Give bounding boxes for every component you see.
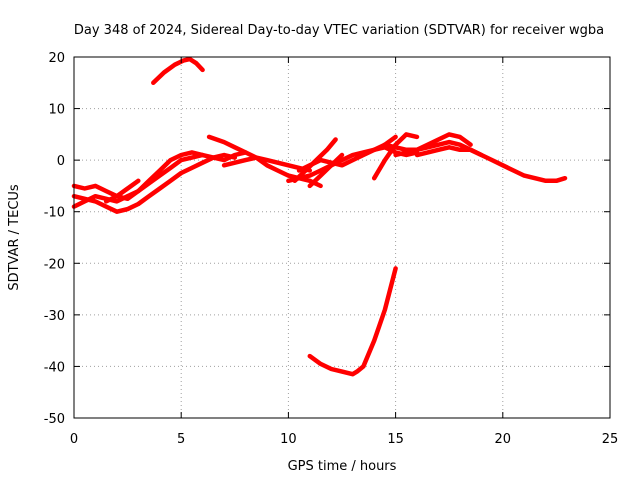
series-line-arc-5	[151, 56, 205, 86]
y-tick-label: 20	[48, 51, 65, 66]
series-line-arc-4	[103, 178, 141, 204]
plot-frame	[73, 56, 611, 419]
x-tick-label: 10	[280, 432, 297, 447]
series-line-arc-16	[414, 145, 484, 158]
x-tick-label: 0	[70, 432, 78, 447]
x-tick-label: 20	[495, 432, 512, 447]
series-line-arc-15	[393, 132, 473, 158]
series-line-arc-2	[71, 150, 205, 202]
series-line-arc-12	[307, 266, 398, 377]
y-tick-label: 0	[57, 154, 65, 169]
grid	[74, 57, 610, 418]
y-tick-label: -20	[44, 257, 65, 272]
x-tick-label: 5	[177, 432, 185, 447]
series-line-arc-8	[286, 145, 420, 184]
x-tick-label: 15	[387, 432, 404, 447]
y-tick-label: -50	[44, 412, 65, 427]
y-tick-label: -40	[44, 360, 65, 375]
x-axis-label: GPS time / hours	[288, 459, 397, 474]
y-axis-label: SDTVAR / TECUs	[7, 184, 22, 291]
series-line-arc-13	[371, 132, 420, 181]
y-tick-label: -10	[44, 206, 65, 221]
series-line-arc-10	[307, 152, 345, 189]
x-tick-label: 25	[602, 432, 619, 447]
series-line-arc-1	[71, 150, 248, 209]
series-line-arc-3	[71, 152, 238, 214]
series-line-arc-11	[296, 134, 398, 173]
series-line-arc-7	[221, 155, 313, 173]
chart-title: Day 348 of 2024, Sidereal Day-to-day VTE…	[74, 23, 604, 38]
y-tick-label: -30	[44, 309, 65, 324]
series-line-arc-14	[382, 139, 568, 184]
y-tick-label: 10	[48, 103, 65, 118]
axis-ticks: 0 5 10 15 20 25 -50 -40 -30 -20 -10 0 10 20	[44, 51, 619, 447]
series-group	[71, 56, 568, 377]
